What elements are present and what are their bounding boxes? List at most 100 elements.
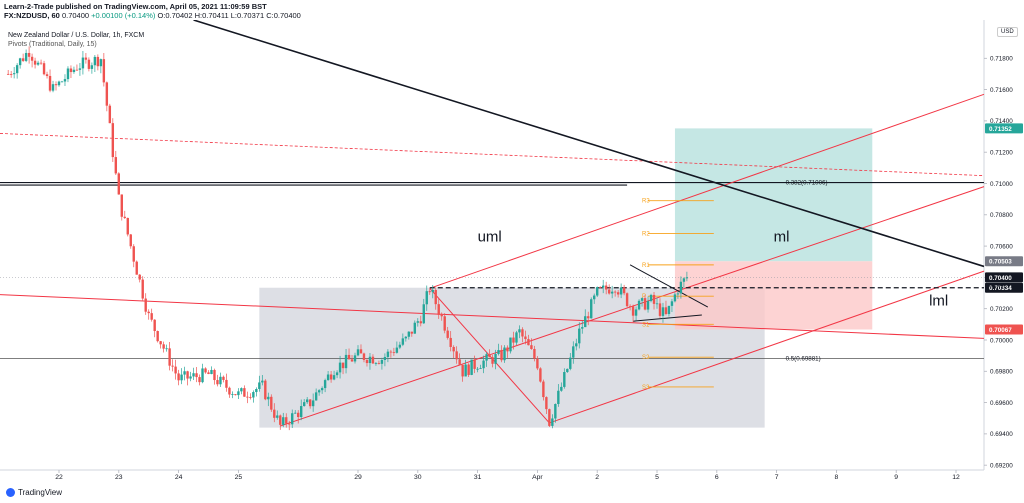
candle-body: [84, 57, 88, 60]
footer-brand: TradingView: [18, 488, 63, 497]
candle-body: [518, 329, 521, 333]
candle-body: [75, 69, 79, 71]
candle-body: [563, 372, 566, 387]
candle-body: [36, 62, 40, 65]
last-price: 0.70400: [61, 11, 90, 20]
candle-body: [225, 379, 228, 388]
candle-body: [607, 289, 611, 294]
candle-body: [63, 79, 67, 82]
candle-body: [613, 291, 617, 293]
price-tag-label: 0.70503: [989, 259, 1012, 266]
y-tick-label: 0.70600: [990, 243, 1013, 250]
price-tag-label: 0.70067: [989, 327, 1012, 334]
candle-body: [685, 277, 689, 279]
y-tick-label: 0.71200: [990, 149, 1013, 156]
candle-body: [216, 380, 219, 385]
tradingview-logo-icon: [6, 488, 15, 497]
candle-body: [634, 309, 638, 316]
pivot-label: S2: [642, 355, 650, 361]
x-tick-label: 9: [894, 474, 898, 481]
candle-body: [288, 423, 291, 425]
candle-body: [30, 56, 34, 61]
candle-body: [90, 65, 94, 69]
candle-body: [368, 356, 372, 364]
candle-body: [213, 369, 216, 381]
candle-body: [482, 360, 485, 369]
candle-body: [33, 60, 37, 65]
price-tag-label: 0.70400: [989, 275, 1012, 282]
candle-body: [305, 399, 309, 403]
candle-body: [566, 368, 569, 373]
y-tick-label: 0.71400: [990, 118, 1013, 125]
candle-body: [461, 364, 464, 377]
candle-body: [138, 274, 141, 280]
legend-indicator[interactable]: Pivots (Traditional, Daily, 15): [8, 41, 97, 48]
price-tag-bg: [985, 272, 1023, 283]
candle-body: [362, 353, 366, 361]
candle-body: [9, 74, 13, 75]
candle-body: [359, 349, 363, 354]
candle-body: [389, 351, 393, 353]
candle-body: [383, 356, 387, 360]
ohlc-high: H:0.70411: [194, 11, 229, 20]
candle-body: [631, 306, 635, 316]
candle-body: [18, 58, 22, 66]
candle-body: [452, 346, 455, 352]
candle-body: [249, 397, 252, 398]
candle-body: [243, 388, 246, 397]
candle-body: [42, 63, 46, 75]
candle-body: [575, 343, 578, 347]
candle-body: [267, 396, 270, 400]
candle-body: [533, 348, 536, 359]
candle-body: [596, 287, 599, 296]
candle-body: [667, 305, 671, 315]
target-zone: [674, 128, 873, 262]
candle-body: [470, 359, 473, 375]
price-change: +0.00100 (+0.14%): [91, 11, 156, 20]
candle-body: [407, 331, 411, 337]
candle-body: [497, 350, 500, 354]
candle-body: [165, 348, 168, 350]
candle-body: [192, 373, 195, 377]
candle-body: [569, 357, 572, 369]
x-tick-label: 8: [835, 474, 839, 481]
candle-body: [54, 84, 58, 86]
candle-body: [601, 285, 605, 288]
x-tick-label: 22: [55, 474, 63, 481]
pivot-label: R3: [642, 199, 650, 205]
candle-body: [237, 391, 240, 396]
candle-body: [539, 368, 542, 382]
publisher-line: Learn-2-Trade published on TradingView.c…: [4, 2, 267, 11]
candle-body: [162, 344, 165, 349]
candle-body: [628, 306, 632, 307]
candle-body: [99, 59, 103, 67]
candle-body: [548, 409, 551, 426]
candle-body: [464, 364, 467, 377]
candle-body: [578, 328, 581, 344]
candle-body: [135, 261, 138, 275]
candle-body: [105, 82, 109, 106]
currency-label[interactable]: USD: [997, 27, 1018, 37]
candle-body: [401, 338, 405, 345]
candle-body: [584, 316, 587, 328]
candle-body: [69, 68, 73, 73]
price-chart[interactable]: 0.382(0.71006) 0.5(0.69881) R3 R2 R1 P S1 S2 S3 u…: [0, 20, 1024, 486]
candle-body: [455, 351, 458, 360]
candle-body: [473, 359, 476, 369]
candle-body: [440, 314, 443, 317]
candle-body: [147, 311, 150, 314]
symbol[interactable]: FX:NZDUSD, 60: [4, 11, 60, 20]
candle-body: [404, 336, 408, 339]
candle-body: [219, 376, 222, 385]
candle-body: [117, 173, 120, 195]
candle-body: [536, 358, 539, 369]
candle-body: [15, 65, 19, 74]
candle-body: [153, 319, 156, 332]
candle-body: [593, 295, 596, 300]
candle-body: [527, 339, 530, 346]
candle-body: [279, 415, 282, 425]
candle-body: [643, 298, 647, 310]
price-tag-bg: [985, 256, 1023, 267]
candle-body: [240, 388, 243, 392]
horizontal-support-line: [0, 294, 985, 339]
